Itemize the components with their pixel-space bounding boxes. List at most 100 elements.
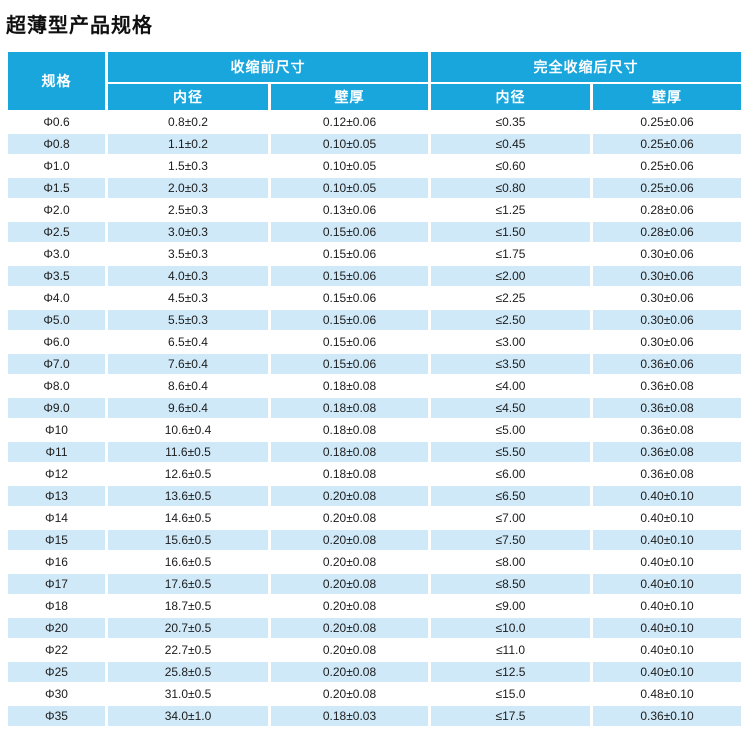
value-cell: 8.6±0.4 <box>108 376 268 396</box>
value-cell: 0.36±0.06 <box>593 354 741 374</box>
value-cell: 18.7±0.5 <box>108 596 268 616</box>
table-row: Φ11 11.6±0.5 0.18±0.08 ≤5.50 0.36±0.08 <box>8 442 741 462</box>
value-cell: ≤5.50 <box>431 442 590 462</box>
value-cell: 31.0±0.5 <box>108 684 268 704</box>
table-row: Φ13 13.6±0.5 0.20±0.08 ≤6.50 0.40±0.10 <box>8 486 741 506</box>
value-cell: 0.20±0.08 <box>271 552 428 572</box>
value-cell: 0.25±0.06 <box>593 134 741 154</box>
header-before-inner-diameter: 内径 <box>108 84 268 110</box>
value-cell: 0.18±0.03 <box>271 706 428 726</box>
value-cell: ≤9.00 <box>431 596 590 616</box>
header-after-shrink-group: 完全收缩后尺寸 <box>431 52 741 82</box>
value-cell: 0.18±0.08 <box>271 442 428 462</box>
spec-cell: Φ11 <box>8 442 105 462</box>
value-cell: 0.30±0.06 <box>593 332 741 352</box>
value-cell: 0.30±0.06 <box>593 266 741 286</box>
value-cell: 0.40±0.10 <box>593 486 741 506</box>
value-cell: 0.30±0.06 <box>593 244 741 264</box>
value-cell: ≤7.00 <box>431 508 590 528</box>
value-cell: 0.18±0.08 <box>271 420 428 440</box>
spec-table-header: 规格 收缩前尺寸 完全收缩后尺寸 内径 壁厚 内径 壁厚 <box>8 52 741 110</box>
table-row: Φ12 12.6±0.5 0.18±0.08 ≤6.00 0.36±0.08 <box>8 464 741 484</box>
value-cell: 4.5±0.3 <box>108 288 268 308</box>
value-cell: 0.40±0.10 <box>593 574 741 594</box>
value-cell: 0.10±0.05 <box>271 134 428 154</box>
table-row: Φ5.0 5.5±0.3 0.15±0.06 ≤2.50 0.30±0.06 <box>8 310 741 330</box>
table-row: Φ0.8 1.1±0.2 0.10±0.05 ≤0.45 0.25±0.06 <box>8 134 741 154</box>
value-cell: 0.20±0.08 <box>271 684 428 704</box>
spec-cell: Φ9.0 <box>8 398 105 418</box>
value-cell: 20.7±0.5 <box>108 618 268 638</box>
spec-cell: Φ8.0 <box>8 376 105 396</box>
table-row: Φ35 34.0±1.0 0.18±0.03 ≤17.5 0.36±0.10 <box>8 706 741 726</box>
value-cell: 0.40±0.10 <box>593 596 741 616</box>
value-cell: 4.0±0.3 <box>108 266 268 286</box>
table-row: Φ3.0 3.5±0.3 0.15±0.06 ≤1.75 0.30±0.06 <box>8 244 741 264</box>
value-cell: 0.40±0.10 <box>593 552 741 572</box>
spec-cell: Φ17 <box>8 574 105 594</box>
spec-cell: Φ18 <box>8 596 105 616</box>
spec-cell: Φ2.0 <box>8 200 105 220</box>
table-row: Φ18 18.7±0.5 0.20±0.08 ≤9.00 0.40±0.10 <box>8 596 741 616</box>
value-cell: 0.20±0.08 <box>271 530 428 550</box>
value-cell: 0.28±0.06 <box>593 222 741 242</box>
table-row: Φ25 25.8±0.5 0.20±0.08 ≤12.5 0.40±0.10 <box>8 662 741 682</box>
value-cell: 0.13±0.06 <box>271 200 428 220</box>
value-cell: 10.6±0.4 <box>108 420 268 440</box>
value-cell: 0.40±0.10 <box>593 662 741 682</box>
table-row: Φ7.0 7.6±0.4 0.15±0.06 ≤3.50 0.36±0.06 <box>8 354 741 374</box>
header-after-wall-thickness: 壁厚 <box>593 84 741 110</box>
table-row: Φ3.5 4.0±0.3 0.15±0.06 ≤2.00 0.30±0.06 <box>8 266 741 286</box>
value-cell: 0.48±0.10 <box>593 684 741 704</box>
value-cell: 0.40±0.10 <box>593 618 741 638</box>
value-cell: 0.20±0.08 <box>271 662 428 682</box>
value-cell: 0.15±0.06 <box>271 266 428 286</box>
spec-cell: Φ0.8 <box>8 134 105 154</box>
value-cell: 3.5±0.3 <box>108 244 268 264</box>
value-cell: ≤2.50 <box>431 310 590 330</box>
value-cell: 0.36±0.08 <box>593 398 741 418</box>
page-title: 超薄型产品规格 <box>6 15 153 37</box>
spec-cell: Φ6.0 <box>8 332 105 352</box>
table-row: Φ2.0 2.5±0.3 0.13±0.06 ≤1.25 0.28±0.06 <box>8 200 741 220</box>
spec-cell: Φ22 <box>8 640 105 660</box>
spec-cell: Φ12 <box>8 464 105 484</box>
value-cell: 0.20±0.08 <box>271 640 428 660</box>
value-cell: ≤3.00 <box>431 332 590 352</box>
value-cell: 0.15±0.06 <box>271 354 428 374</box>
value-cell: 0.18±0.08 <box>271 464 428 484</box>
value-cell: 0.10±0.05 <box>271 178 428 198</box>
value-cell: 3.0±0.3 <box>108 222 268 242</box>
value-cell: 12.6±0.5 <box>108 464 268 484</box>
value-cell: 0.25±0.06 <box>593 178 741 198</box>
spec-cell: Φ15 <box>8 530 105 550</box>
spec-cell: Φ3.0 <box>8 244 105 264</box>
value-cell: 0.8±0.2 <box>108 112 268 132</box>
value-cell: ≤0.80 <box>431 178 590 198</box>
value-cell: 14.6±0.5 <box>108 508 268 528</box>
value-cell: 16.6±0.5 <box>108 552 268 572</box>
spec-cell: Φ2.5 <box>8 222 105 242</box>
spec-cell: Φ35 <box>8 706 105 726</box>
value-cell: 0.15±0.06 <box>271 332 428 352</box>
value-cell: 7.6±0.4 <box>108 354 268 374</box>
table-row: Φ6.0 6.5±0.4 0.15±0.06 ≤3.00 0.30±0.06 <box>8 332 741 352</box>
value-cell: ≤6.50 <box>431 486 590 506</box>
spec-cell: Φ30 <box>8 684 105 704</box>
spec-cell: Φ5.0 <box>8 310 105 330</box>
value-cell: 1.5±0.3 <box>108 156 268 176</box>
value-cell: 25.8±0.5 <box>108 662 268 682</box>
value-cell: ≤5.00 <box>431 420 590 440</box>
value-cell: 0.18±0.08 <box>271 376 428 396</box>
header-before-wall-thickness: 壁厚 <box>271 84 428 110</box>
value-cell: 0.36±0.08 <box>593 376 741 396</box>
spec-cell: Φ1.5 <box>8 178 105 198</box>
spec-cell: Φ3.5 <box>8 266 105 286</box>
value-cell: ≤6.00 <box>431 464 590 484</box>
value-cell: 2.5±0.3 <box>108 200 268 220</box>
table-row: Φ2.5 3.0±0.3 0.15±0.06 ≤1.50 0.28±0.06 <box>8 222 741 242</box>
value-cell: 0.30±0.06 <box>593 310 741 330</box>
value-cell: ≤11.0 <box>431 640 590 660</box>
value-cell: ≤1.50 <box>431 222 590 242</box>
value-cell: 6.5±0.4 <box>108 332 268 352</box>
